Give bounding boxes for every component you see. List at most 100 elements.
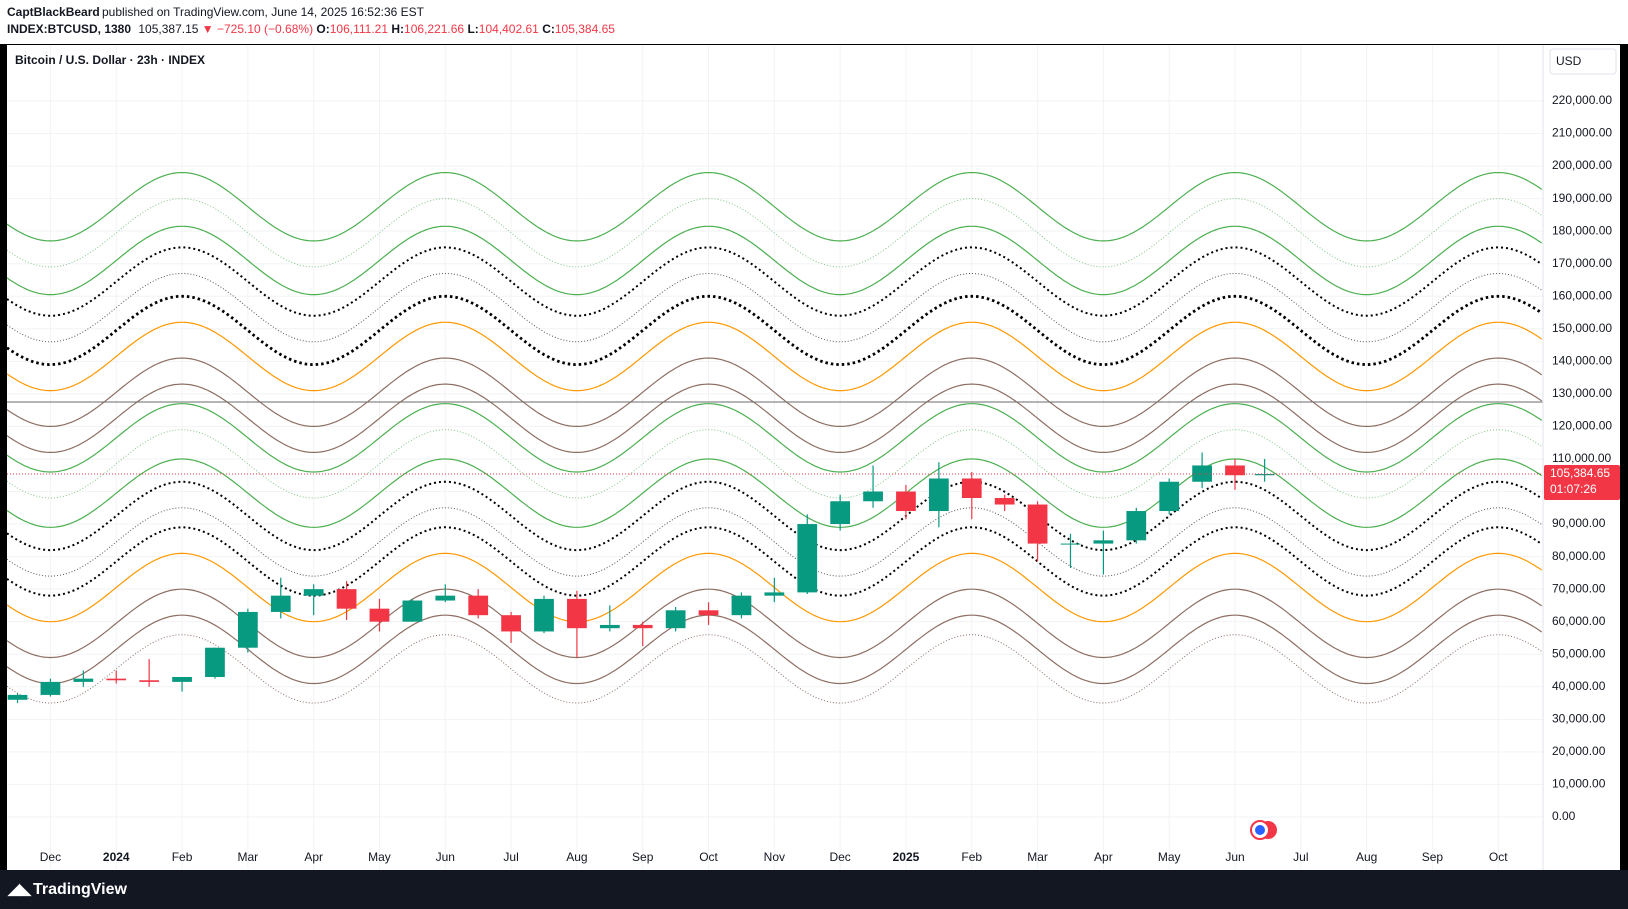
o: 106,111.21 (330, 22, 389, 36)
cycle-band (7, 383, 1543, 453)
y-tick-label: 10,000.00 (1552, 777, 1606, 791)
candle-body (1254, 473, 1275, 476)
cycle-band (7, 614, 1543, 685)
published: published on TradingView.com, June 14, 2… (102, 5, 425, 19)
l-label: L: (467, 22, 478, 36)
y-tick-label: 130,000.00 (1552, 386, 1612, 400)
svg-text:◢◣: ◢◣ (7, 881, 33, 898)
y-tick-label: 140,000.00 (1552, 354, 1612, 368)
x-tick-label: Feb (961, 850, 982, 864)
candle-body (1192, 465, 1212, 482)
x-tick-label: May (368, 850, 391, 864)
quote-line: INDEX:BTCUSD, 1380 105,387.15 ▼ −725.10 … (7, 22, 615, 36)
y-tick-label: 0.00 (1552, 809, 1576, 823)
h-label: H: (391, 22, 404, 36)
y-tick-label: 90,000.00 (1552, 516, 1606, 530)
y-tick-label: 160,000.00 (1552, 288, 1612, 302)
cycle-band (7, 357, 1543, 427)
x-tick-label: Apr (304, 850, 323, 864)
cycle-band (7, 458, 1543, 528)
y-tick-label: 150,000.00 (1552, 321, 1612, 335)
chart-title: Bitcoin / U.S. Dollar · 23h · INDEX (15, 53, 205, 67)
l: 104,402.61 (479, 22, 539, 36)
currency[interactable]: USD (1556, 54, 1582, 68)
candle-body (270, 595, 291, 612)
o-label: O: (316, 22, 329, 36)
candle-body (1225, 465, 1245, 476)
cycle-band (7, 198, 1542, 268)
y-tick-label: 30,000.00 (1552, 711, 1606, 725)
y-tick-label: 200,000.00 (1552, 158, 1612, 172)
cycle-band (7, 588, 1543, 659)
candle-body (961, 478, 982, 499)
candle-body (764, 592, 785, 596)
candle-body (632, 624, 653, 629)
x-tick-label: 2025 (893, 850, 920, 864)
cycle-band (7, 246, 1543, 317)
c: 105,384.65 (555, 22, 615, 36)
chart-bg (7, 45, 1620, 870)
candle-body (7, 694, 28, 700)
candle-body (369, 608, 390, 622)
y-tick-label: 70,000.00 (1552, 581, 1606, 595)
change: ▼ −725.10 (−0.68%) (202, 22, 313, 36)
x-tick-label: Aug (1356, 850, 1377, 864)
x-tick-label: Sep (632, 850, 654, 864)
candle-body (468, 595, 489, 616)
y-tick-label: 170,000.00 (1552, 256, 1612, 270)
cycle-band (7, 403, 1543, 473)
candle-body (928, 478, 949, 512)
plot: Dec 2024 Feb Mar Apr May Jun Jul Aug Sep Oct Nov Dec… (7, 45, 1543, 870)
x-tick-label: Jun (1225, 850, 1244, 864)
cycle-band (7, 480, 1543, 552)
cycle-band (7, 273, 1542, 343)
x-tick-label: Mar (238, 850, 259, 864)
cycle-band (7, 321, 1543, 392)
x-tick-label: Jul (503, 850, 518, 864)
y-tick-label: 60,000.00 (1552, 614, 1606, 628)
x-tick-label: Apr (1094, 850, 1113, 864)
candle-body (237, 611, 258, 648)
candle-body (435, 595, 456, 601)
last-price-label: 105,384.65 (1550, 466, 1610, 480)
candle-body (797, 524, 818, 593)
x-tick-label: Dec (829, 850, 850, 864)
y-tick-label: 20,000.00 (1552, 744, 1606, 758)
x-tick-label: Oct (1489, 850, 1508, 864)
x-tick-label: Nov (764, 850, 785, 864)
candle-body (336, 589, 357, 609)
publisher[interactable]: CaptBlackBeard (7, 5, 100, 19)
candle-body (402, 600, 423, 622)
y-tick-label: 110,000.00 (1552, 451, 1611, 465)
y-tick-label: 50,000.00 (1552, 646, 1606, 660)
symbol: INDEX:BTCUSD, 1380 (7, 22, 131, 36)
cycle-band (7, 634, 1542, 704)
candle-body (1093, 540, 1114, 544)
candle-body (106, 678, 127, 681)
candle-body (731, 595, 752, 616)
candle-body (73, 678, 94, 682)
brand[interactable]: TradingView (33, 881, 128, 898)
candle-body (1159, 481, 1180, 512)
footer-bg (0, 870, 1628, 909)
candle-body (1027, 504, 1048, 544)
candle-body (698, 610, 719, 616)
y-tick-label: 40,000.00 (1552, 679, 1606, 693)
candle-body (1060, 543, 1081, 545)
cycle-band (7, 225, 1543, 296)
candle-body (994, 498, 1015, 505)
y-tick-label: 180,000.00 (1552, 223, 1612, 237)
candle-body (205, 647, 225, 678)
y-tick-label: 120,000.00 (1552, 419, 1612, 433)
header-bg (0, 0, 1628, 44)
cycle-band (7, 172, 1543, 242)
candle-body (830, 501, 851, 525)
events-icon[interactable] (1250, 820, 1277, 840)
logo[interactable]: ◢◣ TradingView (7, 881, 128, 898)
candle-body (1126, 511, 1147, 541)
candle-body (172, 677, 192, 682)
x-tick-label: May (1158, 850, 1181, 864)
currency-button[interactable] (1549, 48, 1617, 75)
candle-body (863, 491, 883, 502)
